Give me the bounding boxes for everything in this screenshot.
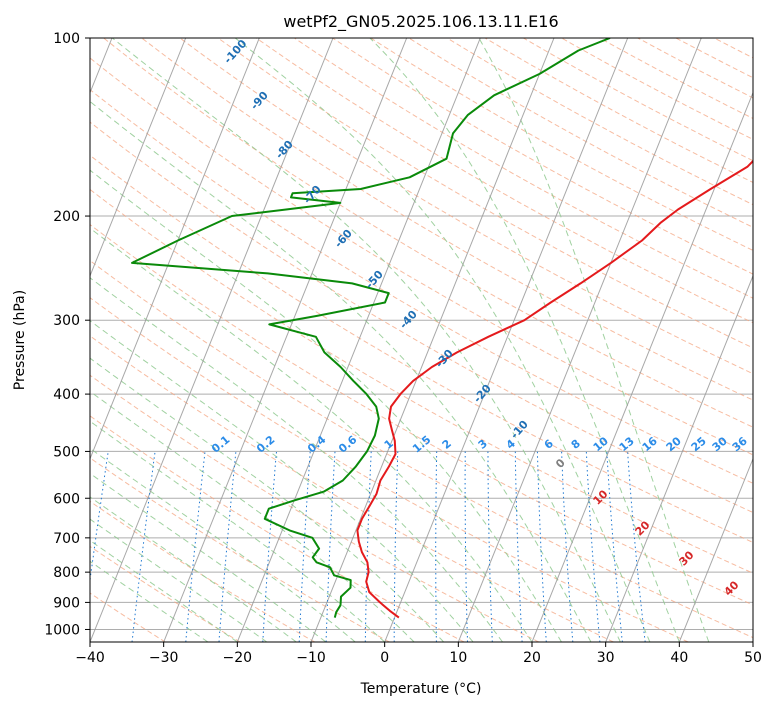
temperature-profile-line bbox=[356, 159, 753, 619]
mixing-ratio-line bbox=[218, 451, 237, 642]
dry-adiabat-line bbox=[217, 38, 753, 349]
dry-adiabats bbox=[90, 38, 753, 642]
isotherm-line bbox=[678, 457, 753, 642]
chart-title: wetPf2_GN05.2025.106.13.11.E16 bbox=[283, 12, 558, 32]
mixing-ratio-line bbox=[627, 451, 646, 642]
x-tick-label: 30 bbox=[597, 650, 615, 666]
x-tick-label: −10 bbox=[296, 650, 326, 666]
dry-adiabat-line bbox=[90, 223, 753, 606]
mixing-ratio-line bbox=[435, 451, 438, 642]
dry-adiabat-line bbox=[90, 121, 753, 514]
moist-adiabat-line bbox=[90, 320, 474, 642]
dry-adiabat-line bbox=[90, 188, 753, 574]
x-tick-label: 0 bbox=[380, 650, 389, 666]
x-tick-label: −20 bbox=[223, 650, 253, 666]
moist-adiabat-line bbox=[90, 496, 297, 642]
isotherm-line bbox=[457, 38, 702, 642]
moist-adiabat-line bbox=[90, 447, 356, 642]
dry-adiabat-line bbox=[90, 457, 390, 642]
mixing-ratio-line bbox=[464, 451, 468, 642]
moist-adiabat-line bbox=[90, 357, 444, 642]
isotherm-grid bbox=[90, 38, 753, 642]
moist-adiabat-line bbox=[90, 100, 592, 642]
dry-adiabat-line bbox=[90, 335, 614, 642]
y-axis-ticks: 100 200 300 400 500 600 700 800 900 1000 bbox=[44, 31, 90, 638]
x-axis-ticks: −40 −30 −20 −10 0 10 20 30 40 50 bbox=[75, 642, 762, 666]
x-tick-label: −40 bbox=[75, 650, 105, 666]
dry-adiabat-line bbox=[179, 38, 753, 375]
dry-adiabat-line bbox=[255, 38, 753, 324]
plot-background bbox=[90, 38, 753, 642]
isotherm-line bbox=[531, 91, 753, 642]
plot-frame bbox=[89, 37, 754, 643]
moist-adiabat-line bbox=[90, 277, 503, 642]
mixing-ratio-line bbox=[90, 451, 109, 584]
isotherm-line bbox=[752, 640, 753, 642]
y-tick-label: 1000 bbox=[44, 622, 80, 638]
dewpoint-profile-line bbox=[131, 38, 611, 618]
dry-adiabat-line bbox=[141, 38, 753, 401]
moist-adiabat-line bbox=[90, 518, 268, 642]
x-axis-label: Temperature (°C) bbox=[360, 681, 482, 697]
y-tick-label: 300 bbox=[53, 313, 80, 329]
dry-adiabat-line bbox=[751, 38, 753, 39]
dry-adiabat-line bbox=[90, 89, 753, 484]
y-axis-label: Pressure (hPa) bbox=[12, 290, 28, 390]
dry-adiabat-line bbox=[90, 154, 753, 543]
x-tick-label: 20 bbox=[523, 650, 541, 666]
mixing-ratio-line bbox=[585, 451, 601, 642]
mixing-ratio-lines bbox=[90, 451, 646, 642]
moist-adiabat-line bbox=[234, 38, 651, 642]
mixing-ratio-line bbox=[364, 451, 372, 642]
moist-adiabats bbox=[90, 38, 710, 642]
dry-adiabat-line bbox=[90, 500, 315, 642]
y-tick-label: 200 bbox=[53, 209, 80, 225]
mixing-ratio-line bbox=[393, 451, 399, 642]
moist-adiabat-line bbox=[90, 390, 415, 642]
isotherm-line bbox=[90, 38, 334, 642]
x-tick-label: 50 bbox=[744, 650, 762, 666]
isotherm-line bbox=[310, 38, 555, 642]
y-tick-label: 700 bbox=[53, 531, 80, 547]
mixing-ratio-line bbox=[262, 451, 277, 642]
dry-adiabat-line bbox=[90, 260, 753, 639]
isotherm-line bbox=[236, 38, 481, 642]
y-tick-label: 900 bbox=[53, 595, 80, 611]
mixing-ratio-line bbox=[325, 451, 336, 642]
mixing-ratio-line bbox=[561, 451, 574, 642]
dry-adiabat-line bbox=[90, 415, 465, 642]
moist-adiabat-line bbox=[369, 38, 680, 642]
isobar-grid bbox=[90, 38, 753, 630]
mixing-ratio-line bbox=[298, 451, 311, 642]
isotherm-line bbox=[384, 38, 629, 642]
y-tick-label: 800 bbox=[53, 565, 80, 581]
dry-adiabat-line bbox=[90, 297, 689, 642]
moist-adiabat-line bbox=[90, 420, 386, 642]
mixing-ratio-line bbox=[185, 451, 206, 642]
moist-adiabat-line bbox=[112, 38, 621, 642]
x-tick-label: −30 bbox=[149, 650, 179, 666]
moist-adiabat-line bbox=[90, 560, 209, 642]
isotherm-line bbox=[605, 274, 753, 642]
moist-adiabat-line bbox=[478, 38, 710, 642]
dry-adiabat-line bbox=[90, 374, 540, 642]
mixing-ratio-line bbox=[487, 451, 493, 642]
isotherm-line bbox=[90, 38, 260, 461]
x-tick-label: 40 bbox=[670, 650, 688, 666]
mixing-ratio-line bbox=[536, 451, 547, 642]
x-tick-label: 10 bbox=[449, 650, 467, 666]
y-tick-label: 100 bbox=[53, 31, 80, 47]
mixing-ratio-line bbox=[606, 451, 623, 642]
isotherm-line bbox=[163, 38, 408, 642]
mixing-ratio-line bbox=[514, 451, 523, 642]
sounding-series bbox=[131, 38, 753, 619]
moist-adiabat-line bbox=[90, 539, 238, 642]
mixing-ratio-line bbox=[131, 451, 156, 642]
y-tick-label: 500 bbox=[53, 444, 80, 460]
isotherm-line bbox=[90, 38, 187, 278]
y-tick-label: 400 bbox=[53, 387, 80, 403]
y-tick-label: 600 bbox=[53, 491, 80, 507]
dry-adiabat-line bbox=[90, 545, 241, 642]
